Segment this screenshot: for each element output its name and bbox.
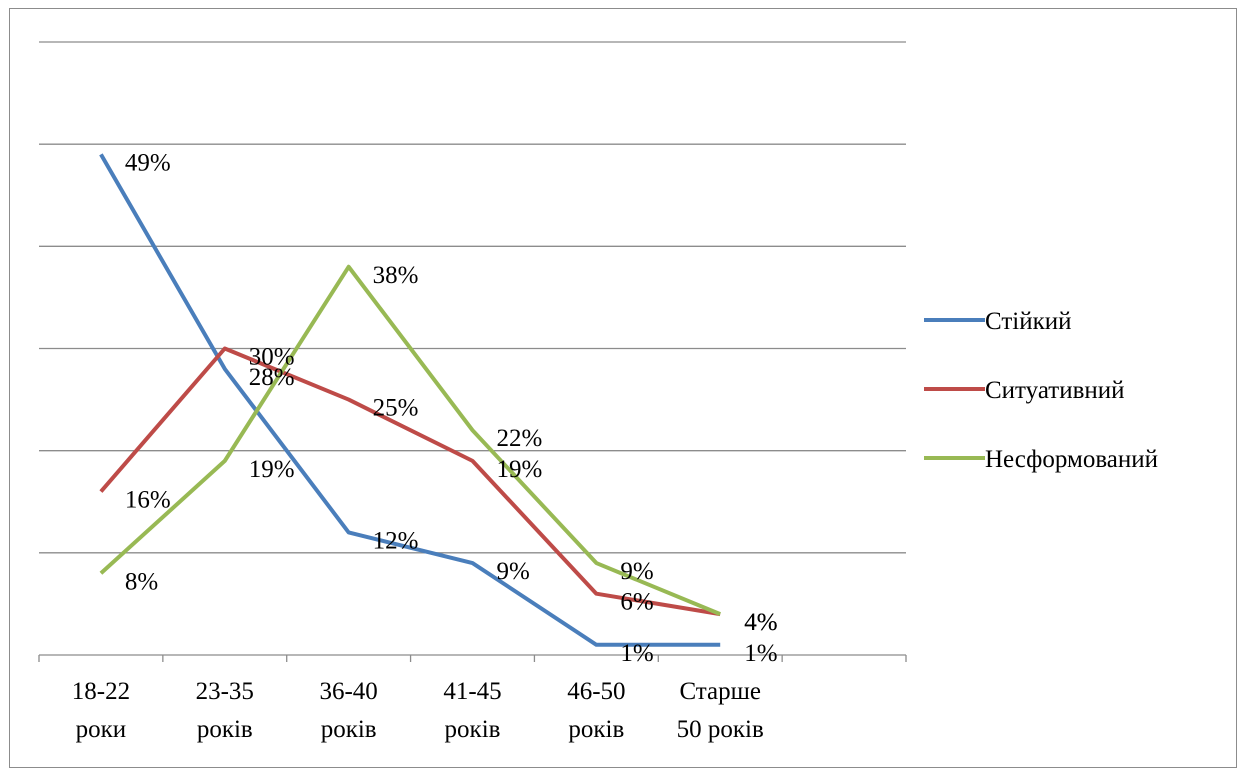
x-tick-label: 41-45 (443, 678, 501, 705)
data-label: 19% (249, 456, 295, 483)
series-line-1 (99, 153, 721, 647)
legend-label: Ситуативний (985, 377, 1125, 404)
series-line-2 (99, 346, 721, 617)
x-tick-label: 50 років (677, 716, 764, 743)
data-label: 22% (497, 425, 543, 452)
series-line-3 (99, 264, 721, 616)
legend-label: Стійкий (985, 308, 1072, 335)
data-label: 16% (125, 487, 171, 514)
x-tick-label: 18-22 (72, 678, 130, 705)
data-label: 30% (249, 344, 295, 371)
data-label: 19% (497, 456, 543, 483)
data-label: 9% (620, 558, 653, 585)
data-label: 1% (620, 640, 653, 667)
x-tick-label: роки (76, 716, 127, 743)
x-tick-label: Старше (679, 678, 761, 705)
x-tick-label: років (445, 716, 501, 743)
data-label: 6% (620, 589, 653, 616)
chart-frame (9, 8, 1237, 768)
x-tick-label: років (321, 716, 377, 743)
data-label: 8% (125, 568, 158, 595)
data-label: 4% (744, 609, 777, 636)
data-label: 4% (744, 609, 777, 636)
x-tick-label: років (197, 716, 253, 743)
x-tick-label: 23-35 (196, 678, 254, 705)
data-label: 49% (125, 149, 171, 176)
x-tick-label: 36-40 (319, 678, 377, 705)
data-label: 1% (744, 640, 777, 667)
x-tick-label: років (568, 716, 624, 743)
data-label: 12% (373, 527, 419, 554)
legend-label: Несформований (985, 446, 1158, 473)
data-label: 25% (373, 395, 419, 422)
data-label: 38% (373, 262, 419, 289)
x-tick-label: 46-50 (567, 678, 625, 705)
data-label: 28% (249, 364, 295, 391)
data-label: 9% (497, 558, 530, 585)
